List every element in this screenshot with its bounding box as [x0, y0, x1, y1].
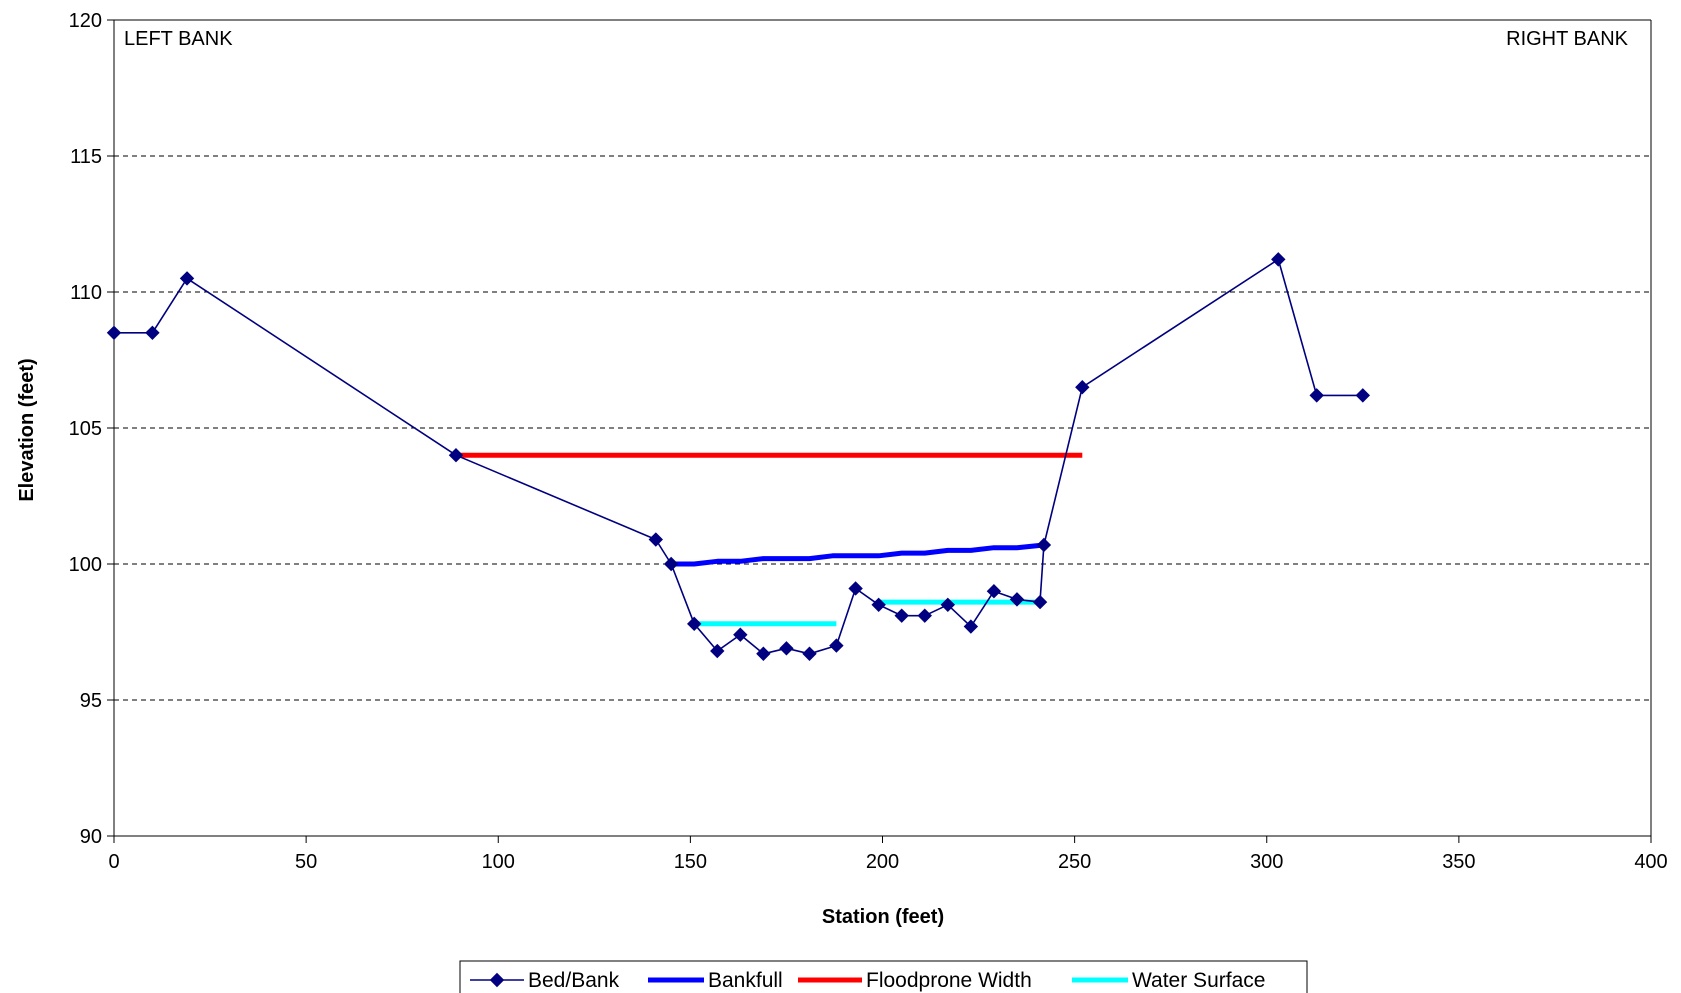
- y-tick-label: 100: [69, 554, 102, 576]
- y-tick-label: 90: [80, 826, 102, 848]
- axes: [107, 19, 1652, 843]
- bed-bank-point-17: [940, 597, 956, 613]
- x-tick-label: 150: [674, 851, 707, 873]
- bed-bank-point-24: [1271, 252, 1286, 267]
- bed-bank-point-6: [687, 616, 702, 632]
- bed-bank-point-21: [1032, 594, 1048, 610]
- bed-bank-point-22: [1036, 537, 1052, 553]
- bed-bank-point-0: [106, 325, 122, 341]
- x-axis-title: Station (feet): [822, 906, 944, 928]
- legend-label-bankfull: Bankfull: [708, 969, 783, 992]
- legend-frame: [459, 960, 1308, 993]
- bed-bank-point-25: [1309, 388, 1324, 403]
- legend-marker-bed-bank: [489, 972, 505, 988]
- y-tick-label: 95: [80, 690, 102, 712]
- legend-label-water-surface: Water Surface: [1132, 969, 1265, 992]
- x-tick-label: 250: [1058, 851, 1091, 873]
- bankfull-line-0: [671, 542, 1045, 567]
- x-tick-label: 300: [1250, 851, 1283, 873]
- legend-item-bankfull: Bankfull: [648, 969, 783, 992]
- bed-bank-point-23: [1075, 379, 1090, 395]
- x-tick-label: 350: [1442, 851, 1475, 873]
- bed-bank-point-12: [829, 638, 844, 653]
- series-bed-bank: [106, 252, 1371, 661]
- bed-bank-point-14: [871, 597, 886, 613]
- bed-bank-point-16: [917, 608, 932, 623]
- bed-bank-point-11: [802, 646, 817, 661]
- bed-bank-point-1: [145, 325, 160, 341]
- x-tick-label: 50: [295, 851, 317, 873]
- bed-bank-point-5: [663, 556, 679, 572]
- series-bankfull: [671, 542, 1045, 567]
- legend-label-floodprone-width: Floodprone Width: [866, 969, 1032, 992]
- x-tick-label: 100: [482, 851, 515, 873]
- y-tick-label: 115: [70, 146, 102, 168]
- bed-bank-point-13: [848, 581, 863, 596]
- bed-bank-point-4: [648, 532, 663, 547]
- y-tick-label: 105: [69, 418, 102, 440]
- left-bank-annotation: LEFT BANK: [124, 28, 233, 50]
- legend-label-bed-bank: Bed/Bank: [528, 969, 620, 992]
- legend-item-water-surface: Water Surface: [1072, 969, 1265, 992]
- x-tick-label: 200: [866, 851, 899, 873]
- data-series: [106, 252, 1371, 661]
- legend-item-bed-bank: Bed/Bank: [470, 969, 620, 992]
- bed-bank-point-19: [986, 583, 1002, 599]
- legend-item-floodprone-width: Floodprone Width: [798, 969, 1032, 992]
- y-tick-label: 120: [69, 10, 102, 32]
- right-bank-annotation: RIGHT BANK: [1506, 28, 1629, 50]
- bed-bank-point-3: [448, 447, 464, 463]
- legend: Bed/Bank Bankfull Floodprone Width Water Su…: [459, 960, 1308, 993]
- bed-bank-point-7: [710, 643, 725, 659]
- bed-bank-point-26: [1355, 388, 1371, 403]
- bed-bank-point-9: [756, 646, 771, 661]
- bed-bank-point-20: [1009, 592, 1025, 607]
- x-tick-label: 400: [1634, 851, 1667, 873]
- tick-labels: 90 95 100 105 110 115 120 0 50 100 150 200 250 300 350…: [69, 10, 1668, 873]
- bed-bank-point-10: [779, 641, 794, 656]
- gridlines: [114, 155, 1651, 701]
- bed-bank-point-2: [179, 271, 195, 286]
- bed-bank-point-15: [894, 608, 909, 623]
- x-tick-label: 0: [108, 851, 119, 873]
- bed-bank-point-8: [733, 627, 748, 642]
- y-axis-title: Elevation (feet): [16, 358, 38, 501]
- y-tick-label: 110: [70, 282, 102, 304]
- bed-bank-point-18: [963, 619, 979, 634]
